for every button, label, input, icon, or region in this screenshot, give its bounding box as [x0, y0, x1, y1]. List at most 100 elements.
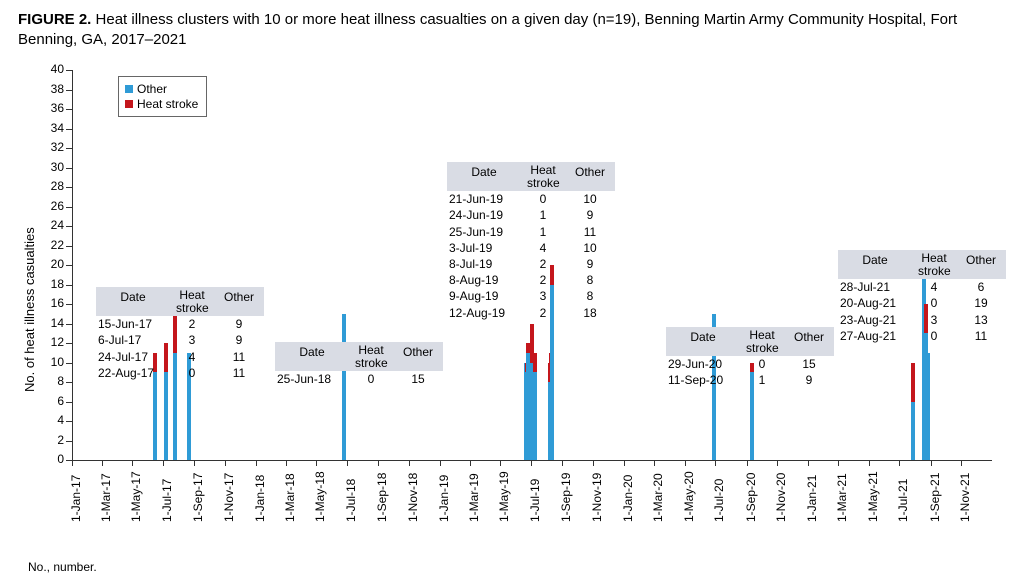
table-cell: 2	[170, 316, 214, 332]
table-cell: 24-Jul-17	[96, 349, 170, 365]
x-tick-mark	[225, 460, 226, 466]
x-tick-mark	[899, 460, 900, 466]
table-cell: 3-Jul-19	[447, 240, 521, 256]
x-tick-label: 1-Jan-19	[437, 475, 451, 522]
x-tick-label: 1-Mar-21	[835, 473, 849, 522]
table-cell: 8	[565, 272, 615, 288]
bar	[911, 363, 915, 461]
table-cell: 4	[521, 240, 565, 256]
x-tick-mark	[961, 460, 962, 466]
x-tick-label: 1-May-19	[497, 471, 511, 522]
x-tick-label: 1-Sep-20	[744, 473, 758, 522]
y-tick-mark	[66, 90, 72, 91]
data-table-rows: 28-Jul-214620-Aug-2101923-Aug-2131327-Au…	[838, 279, 1006, 344]
y-tick-mark	[66, 129, 72, 130]
data-table-rows: 21-Jun-1901024-Jun-191925-Jun-191113-Jul…	[447, 191, 615, 321]
y-tick-label: 32	[36, 140, 64, 154]
x-tick-label: 1-Jan-21	[805, 475, 819, 522]
legend: OtherHeat stroke	[118, 76, 207, 117]
y-tick-label: 18	[36, 277, 64, 291]
y-tick-mark	[66, 343, 72, 344]
y-axis-line	[72, 70, 73, 460]
bar-segment-other	[153, 372, 157, 460]
x-tick-label: 1-Mar-19	[467, 473, 481, 522]
table-header-cell: Other	[565, 162, 615, 191]
x-tick-label: 1-Nov-20	[774, 473, 788, 522]
x-tick-label: 1-Nov-18	[406, 473, 420, 522]
legend-item: Other	[125, 82, 198, 96]
table-row: 20-Aug-21019	[838, 295, 1006, 311]
table-cell: 8-Aug-19	[447, 272, 521, 288]
table-cell: 2	[521, 272, 565, 288]
table-cell: 0	[521, 191, 565, 207]
table-cell: 3	[912, 312, 956, 328]
y-tick-label: 38	[36, 82, 64, 96]
table-cell: 10	[565, 240, 615, 256]
table-cell: 29-Jun-20	[666, 356, 740, 372]
data-table: DateHeatstrokeOther28-Jul-214620-Aug-210…	[838, 250, 1006, 344]
table-row: 11-Sep-2019	[666, 372, 834, 388]
bar	[533, 353, 537, 460]
legend-label: Other	[137, 82, 167, 96]
data-table-header: DateHeatstrokeOther	[275, 342, 443, 371]
x-tick-mark	[654, 460, 655, 466]
x-tick-mark	[838, 460, 839, 466]
y-tick-mark	[66, 265, 72, 266]
y-tick-label: 28	[36, 179, 64, 193]
table-row: 3-Jul-19410	[447, 240, 615, 256]
table-cell: 2	[521, 256, 565, 272]
x-tick-label: 1-May-17	[129, 471, 143, 522]
x-tick-mark	[777, 460, 778, 466]
table-cell: 4	[170, 349, 214, 365]
table-cell: 27-Aug-21	[838, 328, 912, 344]
x-tick-mark	[531, 460, 532, 466]
table-row: 27-Aug-21011	[838, 328, 1006, 344]
table-header-cell: Heatstroke	[912, 250, 956, 279]
x-tick-label: 1-Jul-18	[344, 479, 358, 522]
table-cell: 22-Aug-17	[96, 365, 170, 381]
table-cell: 10	[565, 191, 615, 207]
table-row: 8-Aug-1928	[447, 272, 615, 288]
data-table: DateHeatstrokeOther25-Jun-18015	[275, 342, 443, 387]
y-tick-mark	[66, 148, 72, 149]
table-cell: 25-Jun-18	[275, 371, 349, 387]
x-tick-mark	[72, 460, 73, 466]
y-tick-label: 36	[36, 101, 64, 115]
x-tick-label: 1-Jul-20	[712, 479, 726, 522]
table-cell: 23-Aug-21	[838, 312, 912, 328]
table-row: 15-Jun-1729	[96, 316, 264, 332]
x-tick-label: 1-Mar-18	[283, 473, 297, 522]
data-table: DateHeatstrokeOther21-Jun-1901024-Jun-19…	[447, 162, 615, 321]
table-cell: 25-Jun-19	[447, 224, 521, 240]
x-tick-label: 1-Nov-17	[222, 473, 236, 522]
y-tick-mark	[66, 187, 72, 188]
x-tick-mark	[624, 460, 625, 466]
x-tick-mark	[316, 460, 317, 466]
x-tick-label: 1-Jul-19	[528, 479, 542, 522]
y-tick-mark	[66, 324, 72, 325]
table-cell: 12-Aug-19	[447, 305, 521, 321]
x-tick-label: 1-Jul-21	[896, 479, 910, 522]
legend-swatch	[125, 85, 133, 93]
table-cell: 8-Jul-19	[447, 256, 521, 272]
figure-label: FIGURE 2.	[18, 11, 91, 28]
x-tick-label: 1-Jul-17	[160, 479, 174, 522]
table-cell: 1	[740, 372, 784, 388]
x-tick-label: 1-Sep-17	[191, 473, 205, 522]
x-tick-mark	[685, 460, 686, 466]
y-tick-mark	[66, 421, 72, 422]
x-tick-mark	[869, 460, 870, 466]
x-tick-mark	[470, 460, 471, 466]
table-header-cell: Date	[96, 287, 170, 316]
x-tick-label: 1-May-20	[682, 471, 696, 522]
y-tick-label: 24	[36, 218, 64, 232]
table-row: 25-Jun-19111	[447, 224, 615, 240]
table-row: 22-Aug-17011	[96, 365, 264, 381]
y-tick-label: 2	[36, 433, 64, 447]
table-cell: 9	[565, 207, 615, 223]
table-header-cell: Heatstroke	[740, 327, 784, 356]
y-tick-mark	[66, 402, 72, 403]
table-header-cell: Other	[214, 287, 264, 316]
data-table-header: DateHeatstrokeOther	[447, 162, 615, 191]
table-header-cell: Date	[447, 162, 521, 191]
